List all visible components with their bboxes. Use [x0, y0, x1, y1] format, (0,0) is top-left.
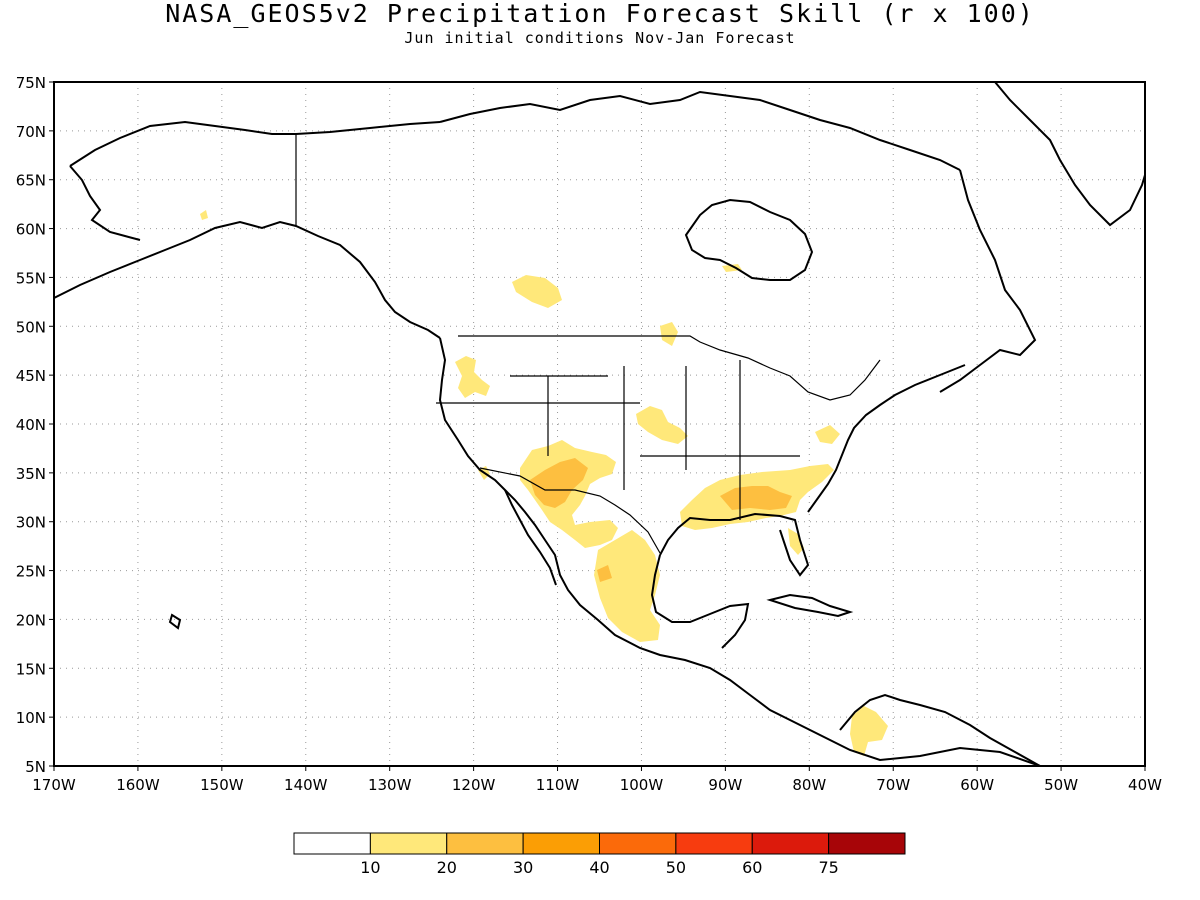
lat-tick-label: 55N — [16, 269, 46, 287]
colorbar-swatch — [293, 832, 371, 855]
lat-tick-label: 25N — [16, 563, 46, 581]
colorbar-swatch — [675, 832, 753, 855]
skill-area-alaska — [200, 210, 208, 220]
lat-tick-label: 5N — [25, 758, 46, 776]
skill-area-central-mexico — [594, 530, 660, 642]
coastlines — [54, 82, 1145, 766]
political-borders — [295, 134, 881, 554]
colorbar-label: 30 — [513, 858, 533, 877]
lat-tick-label: 45N — [16, 367, 46, 385]
colorbar: 10 20 30 40 50 60 75 — [293, 832, 906, 877]
lon-tick-label: 140W — [284, 776, 328, 794]
colorbar-label: 40 — [589, 858, 609, 877]
plot-frame — [53, 81, 1146, 767]
lon-tick-label: 70W — [876, 776, 910, 794]
lat-tick-label: 15N — [16, 660, 46, 678]
lat-tick-label: 20N — [16, 611, 46, 629]
lon-tick-label: 120W — [452, 776, 496, 794]
colorbar-swatch — [522, 832, 600, 855]
skill-area-northern-plains — [660, 322, 678, 346]
skill-area-hudson — [722, 264, 742, 272]
lat-tick-label: 50N — [16, 318, 46, 336]
lon-tick-label: 110W — [536, 776, 580, 794]
lat-tick-label: 10N — [16, 709, 46, 727]
lon-tick-label: 50W — [1044, 776, 1078, 794]
axis-ticks — [49, 81, 1146, 771]
lat-axis: 75N 70N 65N 60N 55N 50N 45N 40N 35N 30N 25N 20N 15N 1… — [16, 74, 46, 776]
skill-area-central-plains — [636, 406, 688, 444]
skill-area-south-america — [850, 706, 888, 756]
skill-area-mid-atlantic — [815, 425, 840, 444]
lon-tick-label: 130W — [368, 776, 412, 794]
lon-tick-label: 60W — [960, 776, 994, 794]
lat-tick-label: 65N — [16, 172, 46, 190]
colorbar-swatch — [369, 832, 448, 855]
lon-tick-label: 170W — [32, 776, 76, 794]
lon-tick-label: 90W — [708, 776, 742, 794]
skill-area-central-mexico-30 — [597, 565, 612, 582]
lon-tick-label: 80W — [792, 776, 826, 794]
colorbar-swatch — [599, 832, 677, 855]
colorbar-label: 60 — [742, 858, 762, 877]
colorbar-swatch — [446, 832, 524, 855]
lon-tick-label: 100W — [620, 776, 664, 794]
lat-tick-label: 30N — [16, 514, 46, 532]
colorbar-swatch — [828, 832, 906, 855]
lat-tick-label: 75N — [16, 74, 46, 92]
lon-tick-label: 160W — [116, 776, 160, 794]
skill-area-southeast-30 — [720, 486, 792, 510]
skill-area-southwest-30 — [530, 458, 588, 508]
colorbar-label: 50 — [666, 858, 686, 877]
map-title: NASA_GEOS5v2 Precipitation Forecast Skil… — [165, 0, 1035, 28]
lon-axis: 170W 160W 150W 140W 130W 120W 110W 100W 90W 80W 70… — [32, 776, 1162, 794]
skill-shading — [200, 210, 888, 756]
skill-area-florida — [788, 528, 804, 555]
colorbar-swatch — [751, 832, 830, 855]
lat-tick-label: 35N — [16, 465, 46, 483]
skill-area-pacific-northwest — [455, 356, 490, 398]
lat-tick-label: 40N — [16, 416, 46, 434]
colorbar-label: 75 — [818, 858, 838, 877]
graticule — [54, 82, 1145, 766]
lon-tick-label: 40W — [1128, 776, 1162, 794]
colorbar-label: 10 — [360, 858, 380, 877]
lat-tick-label: 70N — [16, 123, 46, 141]
lon-tick-label: 150W — [200, 776, 244, 794]
lat-tick-label: 60N — [16, 221, 46, 239]
skill-area-western-canada — [512, 275, 562, 308]
colorbar-label: 20 — [437, 858, 457, 877]
map-subtitle: Jun initial conditions Nov-Jan Forecast — [404, 29, 796, 47]
